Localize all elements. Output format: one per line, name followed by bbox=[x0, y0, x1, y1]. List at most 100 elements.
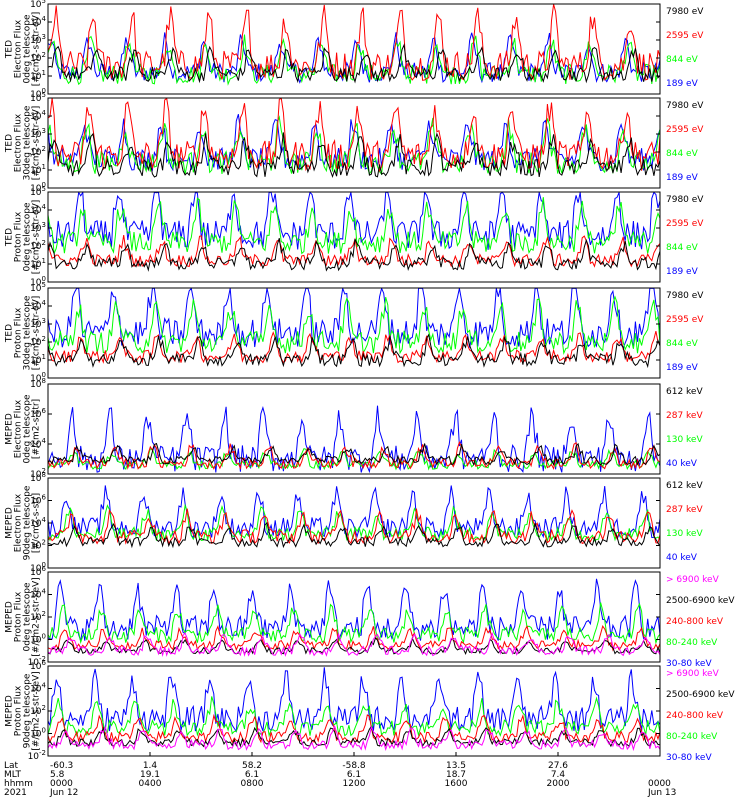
panel-6-data bbox=[48, 485, 660, 549]
x-tick-label: 0000 bbox=[50, 779, 73, 789]
legend-entry: 80-240 keV bbox=[666, 638, 718, 648]
y-tick-label: 102 bbox=[30, 467, 46, 480]
panel-7-data bbox=[48, 578, 660, 657]
y-tick-label: 105 bbox=[30, 0, 46, 10]
x-tick-label: 0000 bbox=[648, 779, 671, 789]
legend-entry: > 6900 keV bbox=[666, 575, 720, 585]
y-tick-label: 103 bbox=[30, 221, 46, 234]
x-tick-label: 2000 bbox=[547, 779, 570, 789]
x-tick-label: 13.5 bbox=[446, 761, 466, 771]
legend-entry: 80-240 keV bbox=[666, 732, 718, 742]
series-30-80-kev-line bbox=[48, 667, 660, 733]
series-40-kev-line bbox=[48, 485, 660, 540]
panel-6-ylabel: MEPEDElectron Flux90deg telescope[#/cm2-… bbox=[5, 485, 42, 560]
panel-3-data bbox=[48, 192, 660, 272]
panel-4-ylabel: TEDProton Flux30deg telescope[#/cm2-s-st… bbox=[5, 295, 42, 370]
x-tick-label: 0800 bbox=[241, 779, 264, 789]
y-tick-label: 100 bbox=[30, 561, 46, 574]
y-tick-label: 103 bbox=[30, 33, 46, 46]
x-tick-label: 6.1 bbox=[245, 770, 259, 780]
y-tick-label: 100 bbox=[30, 275, 46, 288]
legend-entry: 240-800 keV bbox=[666, 711, 724, 721]
series-240-800-kev-line bbox=[48, 713, 660, 744]
y-tick-label: 106 bbox=[30, 407, 46, 420]
panel-5-data bbox=[48, 405, 660, 474]
x-tick-label: 1600 bbox=[445, 779, 468, 789]
y-tick-label: 104 bbox=[30, 109, 46, 122]
legend-entry: 189 eV bbox=[666, 79, 699, 89]
y-tick-label: 100 bbox=[30, 87, 46, 100]
series--6900-kev-line bbox=[48, 632, 660, 657]
legend-entry: 7980 eV bbox=[666, 291, 704, 301]
series-844-ev-line bbox=[48, 197, 660, 255]
x-tick-label: 0400 bbox=[139, 779, 162, 789]
y-tick-label: 105 bbox=[30, 185, 46, 198]
footer-row-label: Lat bbox=[4, 761, 19, 771]
series-240-800-kev-line bbox=[48, 624, 660, 652]
series-2500-6900-kev-line bbox=[48, 725, 660, 748]
y-tick-label: 106 bbox=[30, 565, 46, 578]
series-80-240-kev-line bbox=[48, 602, 660, 645]
footer-row-label: hhmm bbox=[4, 779, 33, 789]
series-2595-ev-line bbox=[48, 235, 660, 268]
series-2500-6900-kev-line bbox=[48, 636, 660, 656]
panel-1-frame bbox=[47, 3, 661, 95]
y-tick-label: 100 bbox=[30, 371, 46, 384]
series-844-ev-line bbox=[48, 34, 660, 86]
series-844-ev-line bbox=[48, 295, 660, 355]
legend-entry: 612 keV bbox=[666, 387, 703, 397]
x-tick-label: Jun 13 bbox=[647, 788, 676, 798]
x-tick-label: 27.6 bbox=[548, 761, 568, 771]
panel-6-frame bbox=[47, 477, 661, 569]
legend-entry: 2500-6900 keV bbox=[666, 596, 735, 606]
panel-3-ylabel: TEDProton Flux0deg telescope[#/cm2-s-str… bbox=[5, 200, 42, 275]
footer-row-label: MLT bbox=[4, 770, 22, 780]
legend-entry: 844 eV bbox=[666, 339, 699, 349]
y-tick-label: 106 bbox=[30, 659, 46, 672]
legend-entry: 844 eV bbox=[666, 149, 699, 159]
x-tick-label: 18.7 bbox=[446, 770, 466, 780]
x-tick-label: 1.4 bbox=[143, 761, 158, 771]
legend-entry: 612 keV bbox=[666, 481, 703, 491]
panel-1-data bbox=[48, 4, 660, 86]
y-tick-label: 103 bbox=[30, 127, 46, 140]
legend-entry: 2595 eV bbox=[666, 125, 704, 135]
series-7980-ev-line bbox=[48, 43, 660, 84]
legend-entry: 844 eV bbox=[666, 55, 699, 65]
x-tick-label: 58.2 bbox=[242, 761, 262, 771]
legend-entry: 240-800 keV bbox=[666, 617, 724, 627]
panel-7-ylabel: MEPEDProton Flux0deg telescope[#/cm2-s-s… bbox=[5, 577, 42, 656]
x-tick-label: 5.8 bbox=[50, 770, 65, 780]
panel-5-ylabel: MEPEDElectron Flux0deg telescope[#/cm2-s… bbox=[5, 394, 42, 464]
y-tick-label: 100 bbox=[30, 633, 46, 646]
legend-entry: 189 eV bbox=[666, 267, 699, 277]
y-tick-label: 101 bbox=[30, 163, 46, 176]
legend-entry: > 6900 keV bbox=[666, 669, 720, 679]
x-tick-label: Jun 12 bbox=[49, 788, 78, 798]
y-tick-label: 106 bbox=[30, 494, 46, 507]
series-612-kev-line bbox=[48, 521, 660, 549]
legend-entry: 7980 eV bbox=[666, 195, 704, 205]
y-tick-label: 104 bbox=[30, 15, 46, 28]
y-tick-label: 102 bbox=[30, 239, 46, 252]
y-tick-label: 108 bbox=[30, 377, 46, 390]
legend-entry: 130 keV bbox=[666, 529, 703, 539]
y-tick-label: 101 bbox=[30, 69, 46, 82]
y-tick-label: 102 bbox=[30, 145, 46, 158]
x-tick-label: 7.4 bbox=[551, 770, 566, 780]
series--6900-kev-line bbox=[48, 724, 660, 752]
panel-1: 100 101 102 103 104 105 TEDElectron Flux0deg t… bbox=[5, 0, 705, 100]
y-tick-label: 101 bbox=[30, 257, 46, 270]
y-tick-label: 100 bbox=[30, 727, 46, 740]
y-tick-label: 101 bbox=[30, 353, 46, 366]
panel-2-data bbox=[48, 98, 660, 179]
series-287-kev-line bbox=[48, 440, 660, 471]
y-tick-label: 104 bbox=[30, 437, 46, 450]
y-tick-label: 105 bbox=[30, 281, 46, 294]
panel-2-ylabel: TEDElectron Flux30deg telescope[#/cm2-s-… bbox=[5, 105, 42, 180]
y-tick-label: 104 bbox=[30, 203, 46, 216]
